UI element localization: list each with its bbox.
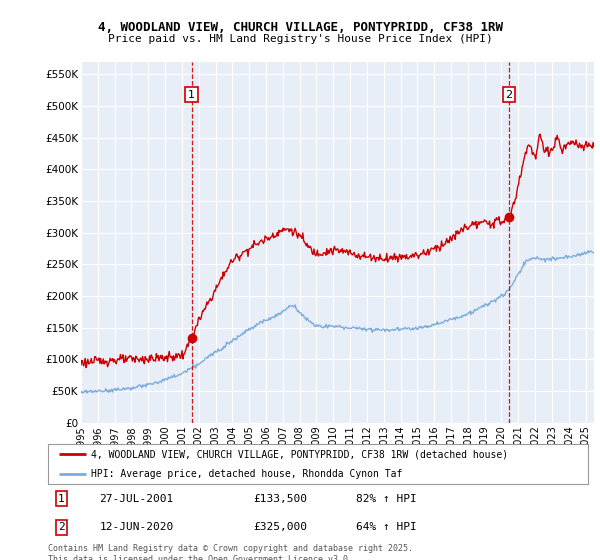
Text: 27-JUL-2001: 27-JUL-2001 <box>100 493 173 503</box>
Text: 1: 1 <box>58 493 65 503</box>
Text: Price paid vs. HM Land Registry's House Price Index (HPI): Price paid vs. HM Land Registry's House … <box>107 34 493 44</box>
Text: £325,000: £325,000 <box>253 522 307 533</box>
Text: 1: 1 <box>188 90 195 100</box>
Text: 82% ↑ HPI: 82% ↑ HPI <box>356 493 416 503</box>
Text: £133,500: £133,500 <box>253 493 307 503</box>
Text: Contains HM Land Registry data © Crown copyright and database right 2025.
This d: Contains HM Land Registry data © Crown c… <box>48 544 413 560</box>
Text: 64% ↑ HPI: 64% ↑ HPI <box>356 522 416 533</box>
FancyBboxPatch shape <box>48 444 588 484</box>
Text: 2: 2 <box>58 522 65 533</box>
Text: HPI: Average price, detached house, Rhondda Cynon Taf: HPI: Average price, detached house, Rhon… <box>91 469 403 479</box>
Text: 2: 2 <box>505 90 512 100</box>
Text: 12-JUN-2020: 12-JUN-2020 <box>100 522 173 533</box>
Text: 4, WOODLAND VIEW, CHURCH VILLAGE, PONTYPRIDD, CF38 1RW (detached house): 4, WOODLAND VIEW, CHURCH VILLAGE, PONTYP… <box>91 449 508 459</box>
Text: 4, WOODLAND VIEW, CHURCH VILLAGE, PONTYPRIDD, CF38 1RW: 4, WOODLAND VIEW, CHURCH VILLAGE, PONTYP… <box>97 21 503 34</box>
